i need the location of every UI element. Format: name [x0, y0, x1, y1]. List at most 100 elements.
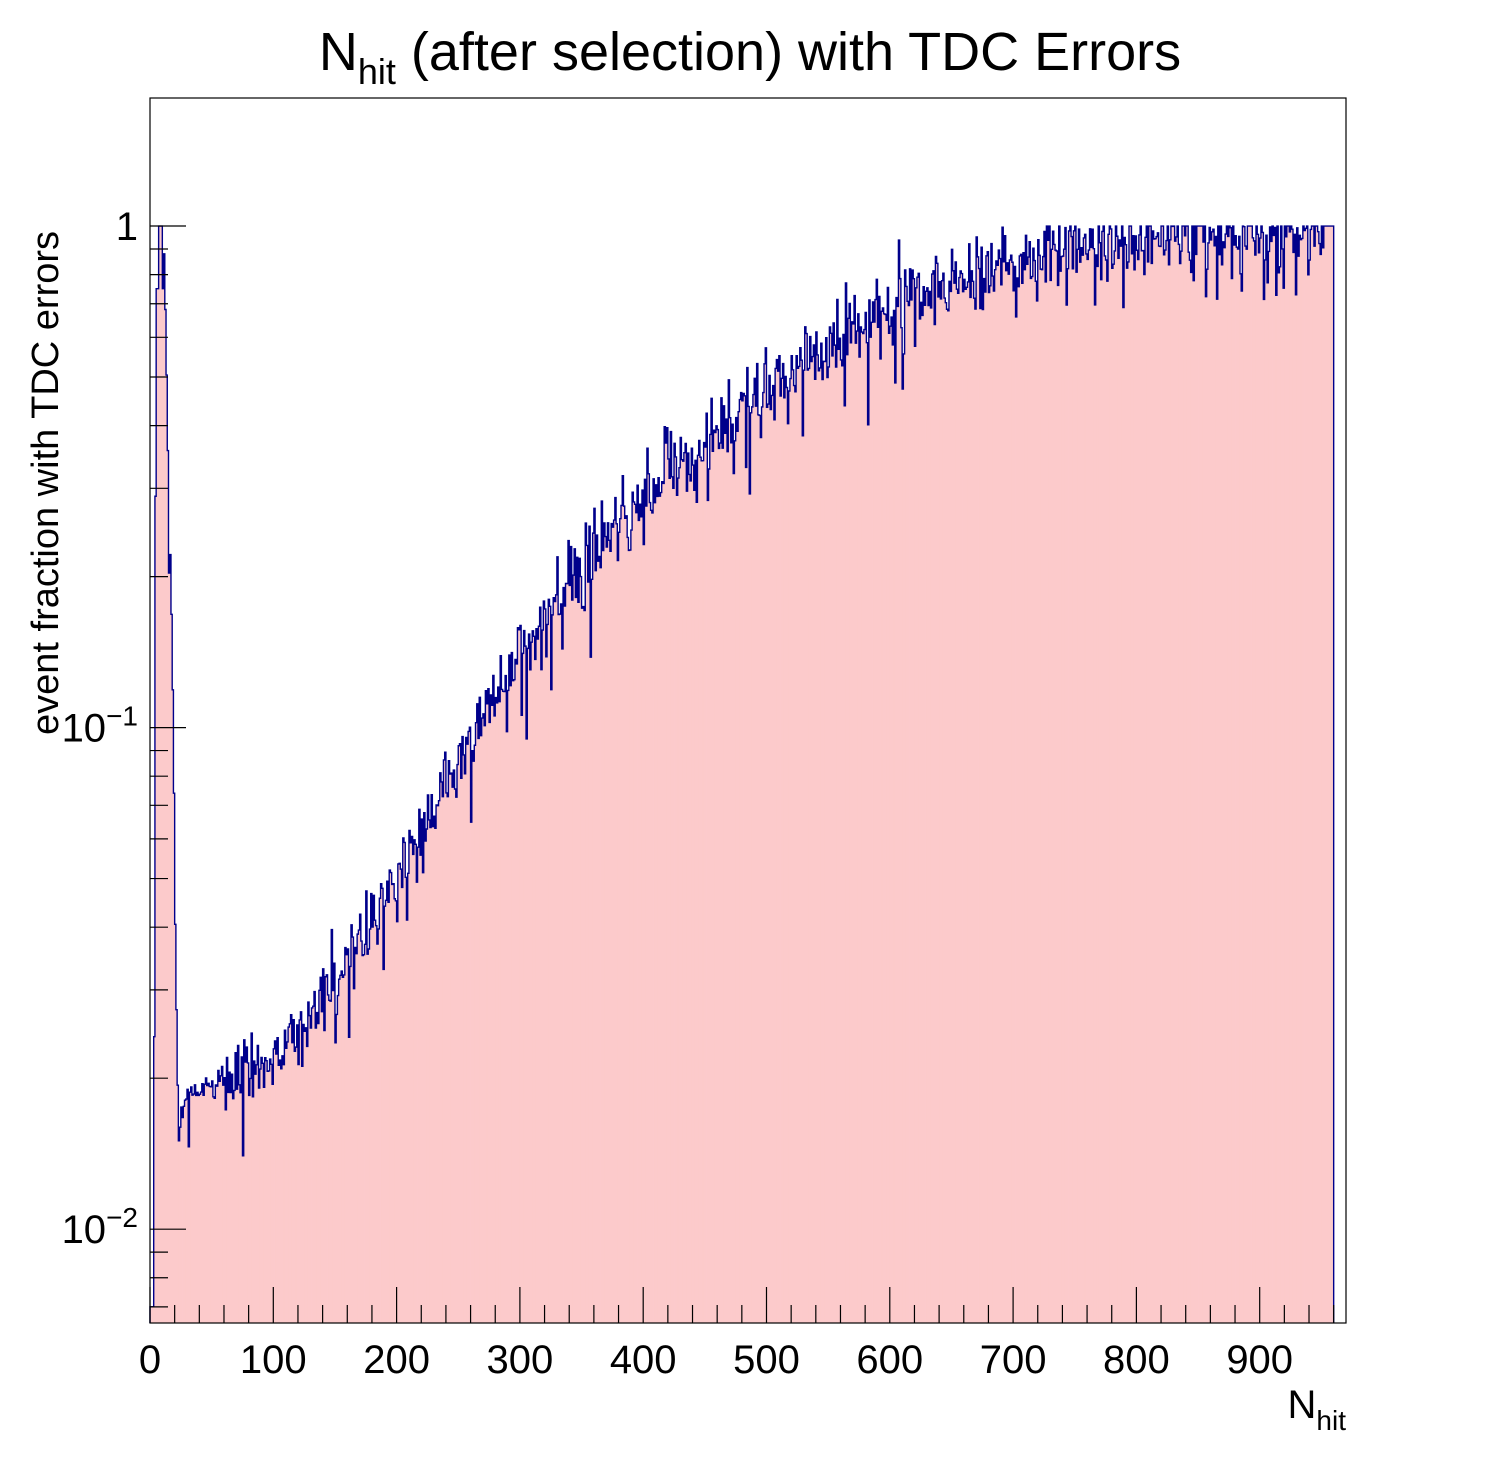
histogram-bin: [498, 701, 501, 1323]
histogram-bin: [223, 1077, 226, 1323]
histogram-bin: [766, 407, 769, 1323]
histogram-bin: [998, 250, 1000, 1323]
histogram-bin: [1061, 256, 1063, 1323]
histogram-bin: [1259, 238, 1262, 1323]
histogram-bin: [307, 1002, 310, 1323]
histogram-bin: [1320, 254, 1322, 1323]
histogram-bin: [928, 305, 930, 1323]
histogram-bin: [903, 353, 905, 1324]
histogram-bin: [1163, 254, 1166, 1323]
histogram-bin: [701, 460, 703, 1324]
histogram-bin: [1299, 235, 1301, 1323]
histogram-bin: [1125, 244, 1127, 1323]
histogram-bin: [756, 363, 759, 1324]
histogram-bin: [222, 1085, 225, 1323]
histogram-bin: [997, 265, 999, 1323]
histogram-bin: [489, 722, 491, 1323]
histogram-bin: [1249, 226, 1252, 1324]
histogram-bin: [690, 480, 692, 1323]
x-tick-label: 700: [980, 1338, 1047, 1382]
histogram-bin: [925, 291, 928, 1323]
histogram-bin: [720, 397, 723, 1323]
histogram-bin: [1056, 251, 1058, 1323]
histogram-bin: [1014, 266, 1016, 1323]
histogram-bin: [508, 655, 511, 1323]
histogram-bin: [833, 322, 835, 1323]
histogram-bin: [220, 1075, 222, 1323]
histogram-bin: [870, 337, 872, 1323]
histogram-bin: [921, 315, 924, 1323]
histogram-bin: [699, 457, 702, 1323]
histogram-bin: [268, 1070, 270, 1323]
histogram-bin: [937, 296, 940, 1323]
histogram-bin: [341, 971, 343, 1323]
histogram-bin: [1263, 299, 1266, 1323]
histogram-bin: [929, 291, 931, 1324]
histogram-bin: [360, 941, 363, 1323]
x-tick-label: 900: [1226, 1338, 1293, 1382]
histogram-bin: [604, 536, 607, 1323]
y-tick-label: 1: [116, 205, 138, 249]
histogram-bin: [1019, 255, 1021, 1324]
histogram-bin: [534, 659, 537, 1323]
histogram-bin: [1304, 230, 1306, 1323]
histogram-bin: [1085, 253, 1088, 1324]
histogram-bin: [932, 270, 935, 1323]
histogram-bin: [972, 281, 975, 1324]
histogram-bin: [677, 478, 680, 1323]
histogram-bin: [585, 523, 587, 1323]
histogram-bin: [383, 969, 385, 1323]
histogram-bin: [1290, 226, 1293, 1324]
histogram-bin: [468, 731, 470, 1323]
histogram-bin: [158, 226, 161, 1324]
histogram-bin: [233, 1090, 236, 1323]
histogram-bin: [745, 467, 748, 1323]
histogram-bin: [344, 947, 347, 1323]
histogram-bin: [496, 702, 499, 1323]
histogram-bin: [1281, 248, 1284, 1324]
histogram-bin: [294, 1051, 296, 1323]
histogram-bin: [607, 522, 610, 1323]
histogram-bin: [718, 448, 721, 1323]
histogram-bin: [902, 389, 904, 1323]
histogram-bin: [214, 1098, 216, 1323]
histogram-bin: [831, 355, 834, 1324]
histogram-bin: [788, 390, 791, 1323]
histogram-bin: [256, 1064, 258, 1323]
histogram-bin: [195, 1095, 198, 1323]
histogram-bin: [186, 1089, 189, 1323]
histogram-bin: [206, 1085, 209, 1323]
histogram-bin: [151, 1306, 153, 1323]
histogram-bin: [1109, 226, 1111, 1324]
histogram-bin: [1318, 243, 1321, 1323]
histogram-bin: [1326, 226, 1328, 1324]
histogram-bin: [884, 314, 887, 1323]
histogram-bin: [1200, 226, 1203, 1324]
histogram-bin: [1066, 305, 1068, 1323]
histogram-bin: [265, 1060, 268, 1323]
histogram-bin: [999, 258, 1002, 1324]
histogram-bin: [1182, 226, 1184, 1324]
histogram-bin: [175, 1009, 178, 1323]
histogram-bin: [575, 597, 578, 1323]
histogram-bin: [1170, 226, 1173, 1324]
histogram-bin: [161, 226, 163, 1324]
histogram-bin: [1211, 231, 1214, 1323]
histogram-bin: [1252, 237, 1254, 1324]
histogram-bin: [423, 812, 426, 1323]
histogram-bin: [824, 361, 827, 1323]
histogram-bin: [1011, 262, 1014, 1324]
histogram-bin: [420, 855, 422, 1323]
histogram-bin: [989, 285, 992, 1324]
histogram-bin: [1210, 239, 1213, 1323]
histogram-bin: [380, 883, 383, 1323]
histogram-bin: [415, 844, 417, 1323]
histogram-bin: [191, 1095, 194, 1323]
histogram-bin: [867, 424, 870, 1323]
histogram-bin: [886, 320, 888, 1323]
histogram-bin: [1022, 252, 1025, 1323]
histogram-bin: [852, 323, 855, 1323]
histogram-bin: [713, 430, 716, 1323]
histogram-bin: [909, 268, 912, 1324]
histogram-bin: [512, 680, 515, 1323]
